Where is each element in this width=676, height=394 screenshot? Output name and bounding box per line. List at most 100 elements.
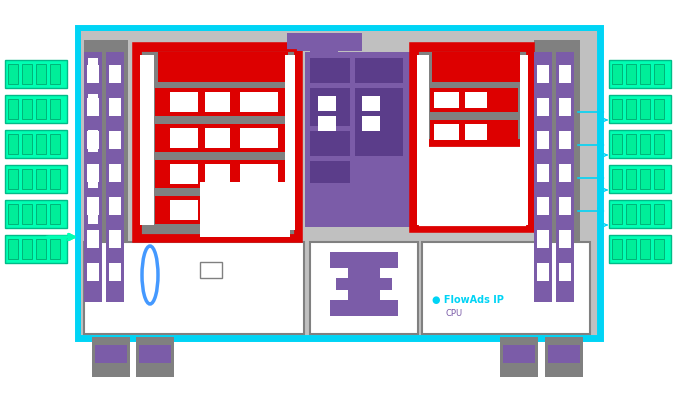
Bar <box>626 169 636 189</box>
Bar <box>109 131 121 149</box>
Bar <box>609 235 671 263</box>
Bar <box>88 130 98 152</box>
Bar <box>5 235 67 263</box>
Bar <box>537 164 549 182</box>
Bar <box>612 204 622 224</box>
Bar <box>106 52 124 302</box>
Bar <box>205 200 230 220</box>
Bar <box>22 99 32 119</box>
Bar <box>417 145 527 227</box>
Bar <box>310 88 350 126</box>
Bar <box>465 124 487 140</box>
Bar <box>170 92 198 112</box>
Bar <box>330 252 398 268</box>
Bar <box>305 52 410 227</box>
Bar <box>310 161 350 183</box>
Bar <box>240 92 278 112</box>
Bar <box>5 130 67 158</box>
Bar <box>559 65 571 83</box>
Bar <box>612 64 622 84</box>
Bar <box>155 196 285 224</box>
Bar <box>88 58 98 80</box>
Bar <box>36 134 46 154</box>
Bar <box>537 230 549 248</box>
Bar <box>109 65 121 83</box>
Bar <box>640 169 650 189</box>
Bar <box>654 204 664 224</box>
Bar <box>537 65 549 83</box>
Bar <box>5 165 67 193</box>
Bar <box>36 239 46 259</box>
Bar <box>287 33 362 51</box>
Bar <box>87 164 99 182</box>
Bar <box>503 345 535 363</box>
Bar <box>537 197 549 215</box>
Bar <box>417 50 527 140</box>
Bar <box>170 128 198 148</box>
Bar <box>559 197 571 215</box>
Bar <box>8 99 18 119</box>
Bar <box>559 164 571 182</box>
Bar <box>626 134 636 154</box>
Bar <box>22 169 32 189</box>
Bar <box>155 124 285 152</box>
Bar <box>36 169 46 189</box>
Bar <box>88 166 98 188</box>
Bar <box>537 131 549 149</box>
Bar <box>560 94 570 116</box>
Bar <box>155 160 285 188</box>
Bar <box>430 120 518 144</box>
Bar <box>36 204 46 224</box>
Bar <box>612 134 622 154</box>
Bar <box>560 166 570 188</box>
Bar <box>640 64 650 84</box>
Bar <box>362 116 380 131</box>
Bar <box>240 164 278 184</box>
Bar <box>87 131 99 149</box>
Bar <box>240 128 278 148</box>
Bar <box>87 65 99 83</box>
Bar <box>84 40 128 245</box>
Bar <box>640 204 650 224</box>
Bar <box>654 169 664 189</box>
Bar <box>559 131 571 149</box>
Bar <box>8 239 18 259</box>
Bar <box>417 55 429 225</box>
Bar <box>434 92 459 108</box>
Bar <box>560 202 570 224</box>
Bar <box>140 55 154 225</box>
Bar <box>50 64 60 84</box>
Bar <box>534 40 580 245</box>
Bar <box>140 50 295 235</box>
Bar <box>330 300 398 316</box>
Bar <box>50 134 60 154</box>
Bar <box>559 263 571 281</box>
Bar <box>310 242 418 334</box>
Bar <box>22 239 32 259</box>
Text: CPU: CPU <box>445 310 462 318</box>
Bar <box>500 337 538 377</box>
Bar <box>537 263 549 281</box>
Bar <box>22 64 32 84</box>
Bar <box>626 99 636 119</box>
Bar <box>560 130 570 152</box>
Bar <box>8 64 18 84</box>
Bar <box>139 345 171 363</box>
Bar <box>626 239 636 259</box>
Bar <box>22 134 32 154</box>
Bar <box>612 239 622 259</box>
Bar <box>155 88 285 116</box>
Bar <box>609 60 671 88</box>
Bar <box>556 52 574 302</box>
Bar <box>87 98 99 116</box>
Bar <box>50 204 60 224</box>
Bar <box>412 45 532 230</box>
Bar <box>50 169 60 189</box>
Bar <box>136 337 174 377</box>
Bar <box>8 204 18 224</box>
Bar <box>640 99 650 119</box>
Bar <box>8 169 18 189</box>
Bar <box>170 200 198 220</box>
Bar <box>310 58 350 83</box>
Bar <box>626 204 636 224</box>
